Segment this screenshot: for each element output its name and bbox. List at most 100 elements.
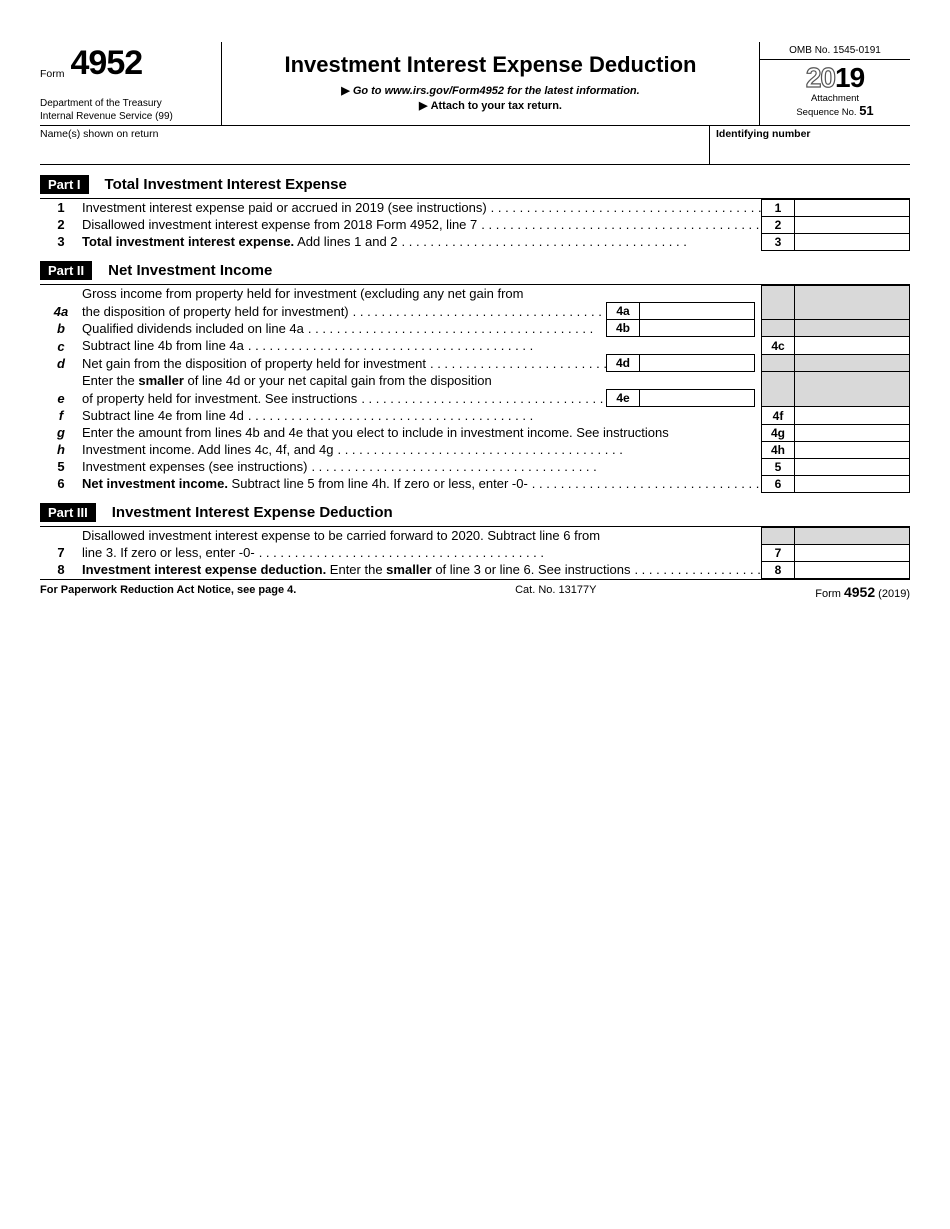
line-4a-text1: Gross income from property held for inve… bbox=[82, 285, 755, 303]
part2-header: Part II Net Investment Income bbox=[40, 261, 910, 280]
sequence-number: 51 bbox=[859, 103, 873, 118]
part3-header: Part III Investment Interest Expense Ded… bbox=[40, 503, 910, 522]
name-id-row: Name(s) shown on return Identifying numb… bbox=[40, 126, 910, 165]
line-6-value[interactable] bbox=[795, 475, 910, 492]
line-4c-num: c bbox=[40, 337, 82, 355]
footer-mid: Cat. No. 13177Y bbox=[515, 584, 596, 600]
line-4g-text: Enter the amount from lines 4b and 4e th… bbox=[82, 424, 762, 441]
line-1-num: 1 bbox=[40, 199, 82, 216]
line-3-text: Total investment interest expense. Add l… bbox=[82, 234, 402, 249]
line-5-text: Investment expenses (see instructions) bbox=[82, 459, 311, 474]
identifying-number-field[interactable]: Identifying number bbox=[709, 126, 910, 164]
form-number: 4952 bbox=[71, 46, 143, 80]
line-2-text: Disallowed investment interest expense f… bbox=[82, 217, 481, 232]
line-4a-shade bbox=[762, 285, 795, 320]
part2-table: 4a Gross income from property held for i… bbox=[40, 285, 910, 493]
part3-table: 7 Disallowed investment interest expense… bbox=[40, 527, 910, 579]
part3-badge: Part III bbox=[40, 503, 96, 522]
line-2-value[interactable] bbox=[795, 216, 910, 233]
line-4a-num: 4a bbox=[40, 285, 82, 320]
header-center: Investment Interest Expense Deduction ▶ … bbox=[222, 42, 759, 125]
line-4d-value[interactable] bbox=[640, 355, 755, 372]
line-1-box-n: 1 bbox=[762, 199, 795, 216]
part1-table: 1 Investment interest expense paid or ac… bbox=[40, 199, 910, 251]
line-4f-num: f bbox=[40, 407, 82, 425]
attachment-label: Attachment bbox=[811, 93, 859, 104]
header-left: Form 4952 Department of the Treasury Int… bbox=[40, 42, 222, 125]
goto-line: ▶ Go to www.irs.gov/Form4952 for the lat… bbox=[230, 84, 751, 97]
line-4c-box-n: 4c bbox=[762, 337, 795, 355]
line-2-num: 2 bbox=[40, 216, 82, 233]
line-3-box-n: 3 bbox=[762, 233, 795, 250]
line-3-num: 3 bbox=[40, 233, 82, 250]
irs-label: Internal Revenue Service (99) bbox=[40, 111, 215, 122]
footer-left: For Paperwork Reduction Act Notice, see … bbox=[40, 584, 296, 600]
line-4f-value[interactable] bbox=[795, 407, 910, 425]
department: Department of the Treasury bbox=[40, 98, 215, 111]
line-4a-text2: the disposition of property held for inv… bbox=[82, 304, 353, 319]
form-title: Investment Interest Expense Deduction bbox=[230, 52, 751, 78]
part2-title: Net Investment Income bbox=[108, 262, 272, 279]
line-4c-text: Subtract line 4b from line 4a bbox=[82, 338, 248, 353]
part1-badge: Part I bbox=[40, 175, 89, 194]
line-2-box-n: 2 bbox=[762, 216, 795, 233]
line-8-num: 8 bbox=[40, 561, 82, 578]
line-4e-text3: of property held for investment. See ins… bbox=[82, 391, 361, 406]
line-4f-box-n: 4f bbox=[762, 407, 795, 425]
line-8-value[interactable] bbox=[795, 561, 910, 578]
line-4b-value[interactable] bbox=[640, 320, 755, 337]
line-6-text: Net investment income. Subtract line 5 f… bbox=[82, 476, 532, 491]
form-word: Form bbox=[40, 68, 65, 80]
line-4e-box-n: 4e bbox=[607, 390, 640, 407]
form-footer: For Paperwork Reduction Act Notice, see … bbox=[40, 579, 910, 600]
line-8-box-n: 8 bbox=[762, 561, 795, 578]
sequence-label: Sequence No. bbox=[796, 107, 856, 118]
line-5-box-n: 5 bbox=[762, 458, 795, 475]
line-1-value[interactable] bbox=[795, 199, 910, 216]
line-4b-box-n: 4b bbox=[607, 320, 640, 337]
footer-right: Form 4952 (2019) bbox=[815, 584, 910, 600]
line-6-num: 6 bbox=[40, 475, 82, 492]
line-4c-value[interactable] bbox=[795, 337, 910, 355]
line-7-value[interactable] bbox=[795, 544, 910, 561]
part1-header: Part I Total Investment Interest Expense bbox=[40, 175, 910, 194]
line-4b-text: Qualified dividends included on line 4a bbox=[82, 321, 308, 336]
line-4b-num: b bbox=[40, 320, 82, 337]
line-4g-num: g bbox=[40, 424, 82, 441]
line-7-num: 7 bbox=[40, 527, 82, 561]
line-1-text: Investment interest expense paid or accr… bbox=[82, 200, 491, 215]
line-7-text2: line 3. If zero or less, enter -0- bbox=[82, 545, 259, 560]
part2-badge: Part II bbox=[40, 261, 92, 280]
line-4h-value[interactable] bbox=[795, 441, 910, 458]
line-4h-box-n: 4h bbox=[762, 441, 795, 458]
header-right: OMB No. 1545-0191 2019 Attachment Sequen… bbox=[759, 42, 910, 125]
line-7-text1: Disallowed investment interest expense t… bbox=[82, 527, 762, 544]
line-6-box-n: 6 bbox=[762, 475, 795, 492]
line-7-box-n: 7 bbox=[762, 544, 795, 561]
line-4e-num: e bbox=[40, 372, 82, 407]
year-suffix: 19 bbox=[835, 62, 864, 93]
line-4h-num: h bbox=[40, 441, 82, 458]
line-3-value[interactable] bbox=[795, 233, 910, 250]
names-field[interactable]: Name(s) shown on return bbox=[40, 126, 709, 164]
line-4d-box-n: 4d bbox=[607, 355, 640, 372]
line-4g-value[interactable] bbox=[795, 424, 910, 441]
line-4f-text: Subtract line 4e from line 4d bbox=[82, 408, 248, 423]
line-5-value[interactable] bbox=[795, 458, 910, 475]
part1-title: Total Investment Interest Expense bbox=[105, 176, 347, 193]
year-prefix: 20 bbox=[806, 62, 835, 93]
line-4d-text: Net gain from the disposition of propert… bbox=[82, 356, 430, 371]
form-header: Form 4952 Department of the Treasury Int… bbox=[40, 42, 910, 126]
part3-title: Investment Interest Expense Deduction bbox=[112, 504, 393, 521]
line-5-num: 5 bbox=[40, 458, 82, 475]
line-4a-value[interactable] bbox=[640, 303, 755, 320]
line-4d-num: d bbox=[40, 355, 82, 372]
line-4a-box-n: 4a bbox=[607, 303, 640, 320]
omb-number: OMB No. 1545-0191 bbox=[760, 42, 910, 60]
line-4g-box-n: 4g bbox=[762, 424, 795, 441]
line-8-text: Investment interest expense deduction. E… bbox=[82, 562, 634, 577]
line-4h-text: Investment income. Add lines 4c, 4f, and… bbox=[82, 442, 337, 457]
attach-line: ▶ Attach to your tax return. bbox=[230, 99, 751, 112]
line-4e-text1: Enter the smaller of line 4d or your net… bbox=[82, 372, 755, 390]
line-4e-value[interactable] bbox=[640, 390, 755, 407]
